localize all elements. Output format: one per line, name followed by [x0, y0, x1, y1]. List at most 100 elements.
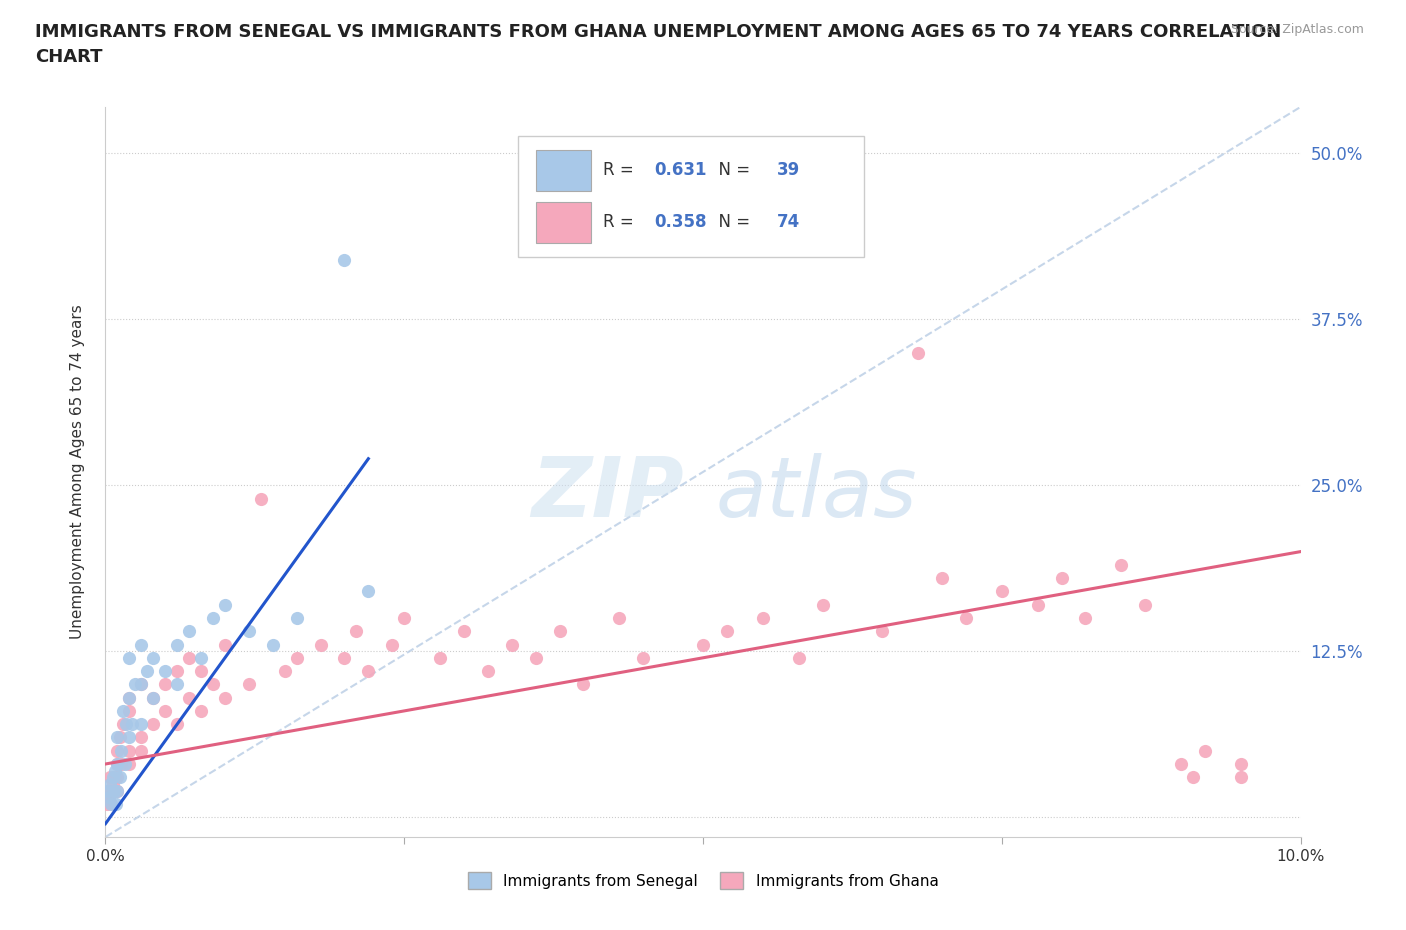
Point — [811, 597, 834, 612]
Point — [190, 664, 212, 679]
Text: ZIP: ZIP — [531, 454, 683, 535]
Point — [787, 650, 810, 665]
Point — [190, 703, 212, 718]
Point — [107, 757, 129, 772]
Point — [202, 677, 225, 692]
Point — [118, 743, 141, 758]
Point — [607, 611, 630, 626]
Point — [202, 611, 225, 626]
Point — [250, 491, 273, 506]
Point — [155, 677, 177, 692]
Point — [872, 624, 894, 639]
Point — [101, 777, 124, 791]
Point — [309, 637, 332, 652]
FancyBboxPatch shape — [517, 136, 865, 257]
Point — [548, 624, 571, 639]
Text: IMMIGRANTS FROM SENEGAL VS IMMIGRANTS FROM GHANA UNEMPLOYMENT AMONG AGES 65 TO 7: IMMIGRANTS FROM SENEGAL VS IMMIGRANTS FR… — [35, 23, 1281, 41]
Point — [142, 690, 165, 705]
Point — [357, 664, 380, 679]
Point — [1194, 743, 1216, 758]
Point — [107, 757, 129, 772]
Point — [107, 743, 129, 758]
Point — [107, 783, 129, 798]
Point — [333, 252, 356, 267]
Point — [129, 730, 153, 745]
Point — [177, 690, 201, 705]
Y-axis label: Unemployment Among Ages 65 to 74 years: Unemployment Among Ages 65 to 74 years — [70, 305, 84, 639]
Point — [118, 690, 141, 705]
Point — [107, 770, 129, 785]
Point — [114, 757, 136, 772]
Point — [931, 571, 953, 586]
Point — [214, 597, 236, 612]
Point — [98, 790, 121, 804]
Point — [129, 717, 153, 732]
Point — [346, 624, 368, 639]
FancyBboxPatch shape — [536, 150, 591, 191]
Point — [136, 664, 159, 679]
Point — [104, 770, 127, 785]
Point — [1050, 571, 1073, 586]
Text: R =: R = — [603, 161, 638, 179]
Point — [129, 743, 153, 758]
Point — [333, 650, 356, 665]
Point — [155, 703, 177, 718]
Point — [114, 717, 136, 732]
Point — [112, 703, 135, 718]
Point — [1181, 770, 1204, 785]
Point — [107, 730, 129, 745]
Point — [142, 717, 165, 732]
Point — [262, 637, 284, 652]
Point — [100, 796, 122, 811]
Point — [751, 611, 773, 626]
Point — [238, 677, 260, 692]
Point — [907, 345, 929, 360]
Point — [118, 650, 141, 665]
Point — [429, 650, 451, 665]
Point — [118, 690, 141, 705]
Point — [524, 650, 547, 665]
Point — [955, 611, 977, 626]
Point — [1229, 757, 1253, 772]
Point — [285, 650, 308, 665]
Point — [214, 637, 236, 652]
Legend: Immigrants from Senegal, Immigrants from Ghana: Immigrants from Senegal, Immigrants from… — [461, 866, 945, 895]
Point — [990, 584, 1012, 599]
Point — [1170, 757, 1192, 772]
Point — [129, 677, 153, 692]
Point — [142, 650, 165, 665]
Text: CHART: CHART — [35, 48, 103, 66]
Point — [104, 764, 127, 778]
Text: atlas: atlas — [716, 454, 917, 535]
Point — [453, 624, 475, 639]
Point — [101, 770, 124, 785]
Point — [129, 637, 153, 652]
Point — [166, 677, 188, 692]
Point — [166, 637, 188, 652]
Text: 0.631: 0.631 — [654, 161, 706, 179]
Point — [1111, 557, 1133, 572]
Point — [97, 783, 120, 798]
Text: R =: R = — [603, 213, 638, 232]
Point — [572, 677, 595, 692]
Point — [118, 757, 141, 772]
Point — [103, 783, 125, 798]
Text: 74: 74 — [778, 213, 800, 232]
Point — [129, 677, 153, 692]
Text: 0.358: 0.358 — [654, 213, 706, 232]
Point — [124, 677, 146, 692]
Point — [103, 783, 125, 798]
Point — [107, 783, 129, 798]
Point — [98, 770, 121, 785]
Point — [716, 624, 738, 639]
Point — [190, 650, 212, 665]
Point — [477, 664, 499, 679]
Point — [121, 717, 143, 732]
Point — [273, 664, 295, 679]
Point — [166, 664, 188, 679]
Point — [155, 664, 177, 679]
Point — [238, 624, 260, 639]
Point — [381, 637, 404, 652]
Point — [1074, 611, 1097, 626]
Point — [100, 796, 122, 811]
